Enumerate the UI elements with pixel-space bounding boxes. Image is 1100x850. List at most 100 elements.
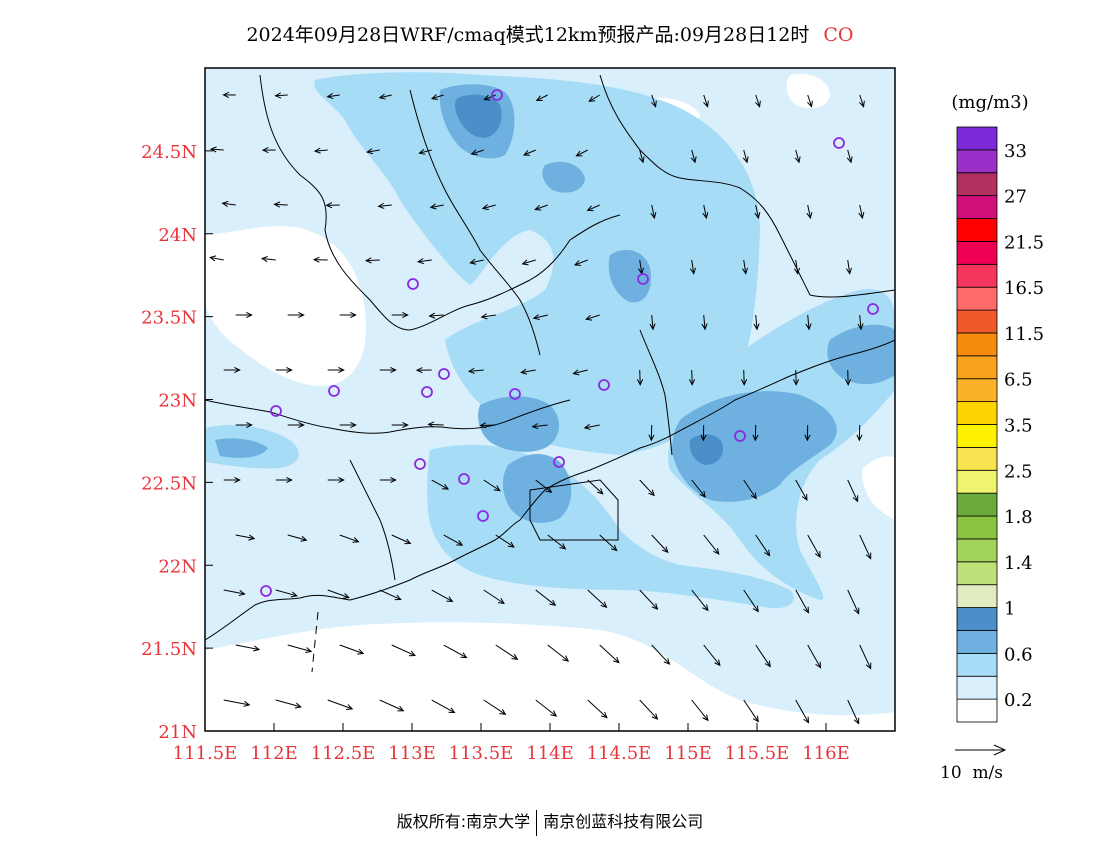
wind-arrowhead [702,604,709,612]
wind-arrowhead [858,212,865,220]
wind-arrow [536,94,548,101]
wind-arrowhead [427,421,435,428]
station-marker [421,386,433,398]
wind-arrowhead [638,156,645,164]
wind-arrow [431,589,453,602]
legend-swatch [956,309,998,334]
wind-arrowhead [559,543,567,550]
wind-arrowhead [714,659,721,667]
wind-arrow [535,204,548,210]
wind-arrow [379,94,392,99]
legend-label: 0.2 [1004,690,1033,711]
legend-label: 11.5 [1004,324,1044,345]
legend-label: 2.5 [1004,461,1033,482]
legend-swatch [956,607,998,631]
legend-swatch [956,492,998,517]
field-low-east [862,456,895,520]
legend-swatch [956,401,998,425]
wind-arrowhead [846,156,853,164]
wind-arrowhead [651,100,657,108]
wind-arrow [584,424,600,429]
station-marker [477,510,489,522]
wind-arrow [755,94,761,107]
wind-arrow [235,644,260,650]
wind-arrowhead [702,714,709,722]
wind-arrowhead [545,486,553,493]
lon-label: 114E [526,743,574,764]
wind-arrow [327,699,353,710]
wind-arrow [443,534,463,546]
wind-arrowhead [764,549,771,557]
wind-vectors [209,91,872,725]
wind-arrow [743,259,747,274]
wind-arrowhead [481,204,489,211]
wind-arrow [274,203,288,206]
wind-arrow [755,644,771,667]
station-marker [553,456,565,468]
wind-arrow [431,699,455,714]
wind-scale-label: 10 m/s [940,763,1003,783]
wind-arrowhead [442,483,450,490]
wind-arrow [639,589,658,610]
wind-arrow [223,589,245,595]
wind-arrowhead [803,606,810,614]
wind-arrowhead [448,707,456,714]
wind-arrow [470,259,484,264]
wind-arrow [482,204,496,209]
wind-arrowhead [754,212,761,220]
wind-arrowhead [701,323,708,331]
legend-label: 27 [1004,187,1027,208]
wind-arrow [691,259,695,274]
field-high-west [215,438,268,458]
wind-arrowhead [650,212,657,220]
province-border-1 [259,74,621,331]
wind-arrowhead [390,476,397,484]
wind-arrow [795,589,809,613]
wind-arrow [419,149,432,154]
legend-swatch [956,469,998,494]
wind-arrowhead [844,379,852,386]
lat-label: 22N [158,556,197,577]
footer-left: 版权所有:南京大学 [396,812,531,831]
wind-arrow [847,149,852,163]
wind-arrowhead [805,323,812,331]
wind-arrow [210,148,224,151]
wind-arrow [287,534,307,541]
wind-arrowhead [234,366,241,374]
lat-label: 22.5N [141,473,197,494]
wind-arrowhead [366,148,374,155]
wind-arrowhead [357,648,365,655]
wind-arrow [691,699,709,721]
wind-arrowhead [531,423,539,430]
wind-arrowhead [648,489,655,497]
wind-arrowhead [497,597,505,605]
wind-arrow [859,644,872,669]
wind-arrow [807,94,813,107]
wind-arrowhead [753,323,760,331]
wind-arrow [483,589,505,604]
wind-arrowhead [305,647,313,654]
wind-arrowhead [313,147,321,154]
wind-arrowhead [793,267,801,275]
wind-arrowhead [294,702,302,709]
wind-arrowhead [390,366,397,374]
wind-arrowhead [521,259,529,266]
lon-label: 115E [664,743,712,764]
wind-arrowhead [688,379,696,386]
legend-swatch [956,446,998,471]
wind-arrowhead [573,260,581,266]
wind-arrowhead [815,661,822,669]
wind-arrow [275,94,288,97]
wind-arrow [327,589,349,599]
wind-arrowhead [853,717,860,725]
legend-label: 1.8 [1004,507,1033,528]
wind-arrow [523,149,536,156]
map-title: 2024年09月28日WRF/cmaq模式12km预报产品:09月28日12时 C… [0,20,1100,47]
wind-arrowhead [253,645,261,652]
wind-arrow [574,259,588,266]
wind-arrow [703,94,709,107]
wind-arrowhead [740,379,748,386]
lon-label: 112E [250,743,298,764]
wind-arrowhead [298,311,305,319]
wind-arrow [651,94,657,107]
